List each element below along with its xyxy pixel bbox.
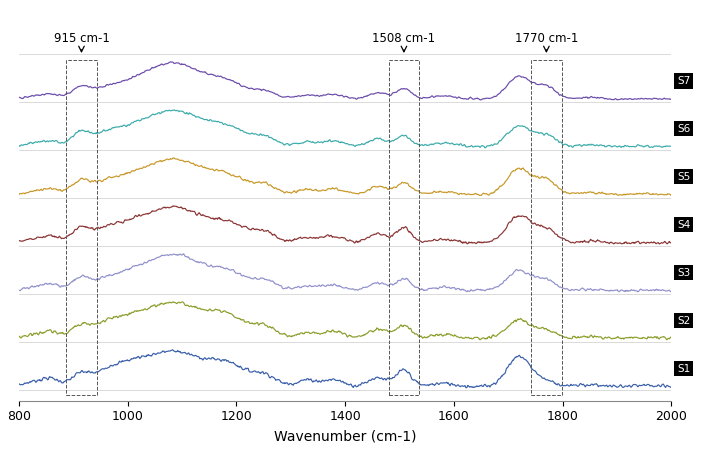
X-axis label: Wavenumber (cm-1): Wavenumber (cm-1) bbox=[274, 429, 417, 443]
Text: 1508 cm-1: 1508 cm-1 bbox=[373, 32, 435, 45]
Text: 1770 cm-1: 1770 cm-1 bbox=[515, 32, 578, 45]
Text: S5: S5 bbox=[677, 172, 690, 182]
Text: S3: S3 bbox=[677, 268, 690, 278]
Text: S4: S4 bbox=[677, 220, 690, 230]
Text: S6: S6 bbox=[677, 124, 690, 134]
Text: S7: S7 bbox=[677, 76, 690, 86]
Text: S1: S1 bbox=[677, 364, 690, 374]
Text: S2: S2 bbox=[677, 316, 690, 326]
Text: 915 cm-1: 915 cm-1 bbox=[53, 32, 110, 45]
